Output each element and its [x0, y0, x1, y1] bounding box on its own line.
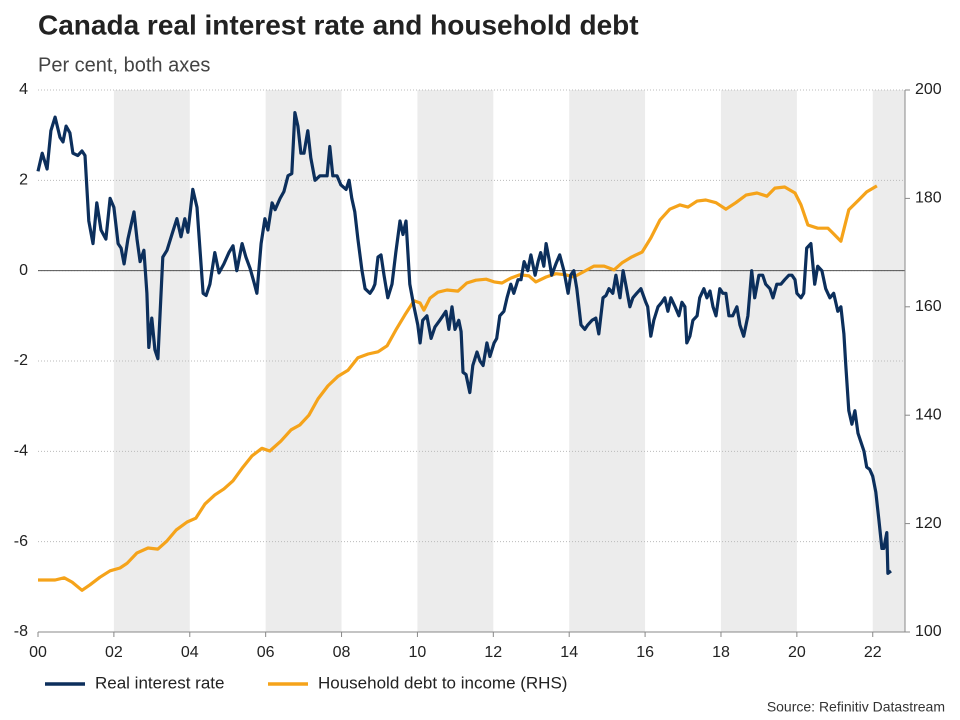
- source-note: Source: Refinitiv Datastream: [767, 699, 945, 715]
- x-tick-label: 08: [333, 644, 351, 661]
- x-tick-label: 16: [636, 644, 654, 661]
- y-tick-label: -4: [14, 443, 28, 460]
- chart-title: Canada real interest rate and household …: [38, 9, 639, 40]
- y-tick-label: 4: [19, 81, 28, 98]
- x-tick-label: 14: [560, 644, 578, 661]
- y2-tick-label: 200: [915, 81, 942, 98]
- y2-tick-label: 180: [915, 190, 942, 207]
- series-line: [36, 111, 892, 575]
- legend-label: Household debt to income (RHS): [318, 673, 567, 692]
- chart-subtitle: Per cent, both axes: [38, 54, 210, 76]
- series-line: [38, 184, 878, 592]
- shaded-band: [113, 90, 190, 632]
- y2-tick-label: 140: [915, 406, 942, 423]
- x-tick-label: 22: [864, 644, 882, 661]
- y-tick-label: -8: [14, 623, 28, 640]
- x-tick-label: 20: [788, 644, 806, 661]
- shaded-band: [569, 90, 646, 632]
- y2-tick-label: 120: [915, 515, 942, 532]
- y-tick-label: 0: [19, 262, 28, 279]
- x-tick-label: 12: [484, 644, 502, 661]
- y2-tick-label: 100: [915, 623, 942, 640]
- legend-label: Real interest rate: [95, 673, 224, 692]
- x-tick-label: 10: [409, 644, 427, 661]
- shaded-band: [265, 90, 342, 632]
- x-tick-label: 18: [712, 644, 730, 661]
- x-tick-label: 04: [181, 644, 199, 661]
- x-tick-label: 00: [29, 644, 47, 661]
- y2-tick-label: 160: [915, 298, 942, 315]
- y-tick-label: -6: [14, 533, 28, 550]
- x-tick-label: 06: [257, 644, 275, 661]
- y-tick-label: -2: [14, 352, 28, 369]
- x-tick-label: 02: [105, 644, 123, 661]
- y-tick-label: 2: [19, 172, 28, 189]
